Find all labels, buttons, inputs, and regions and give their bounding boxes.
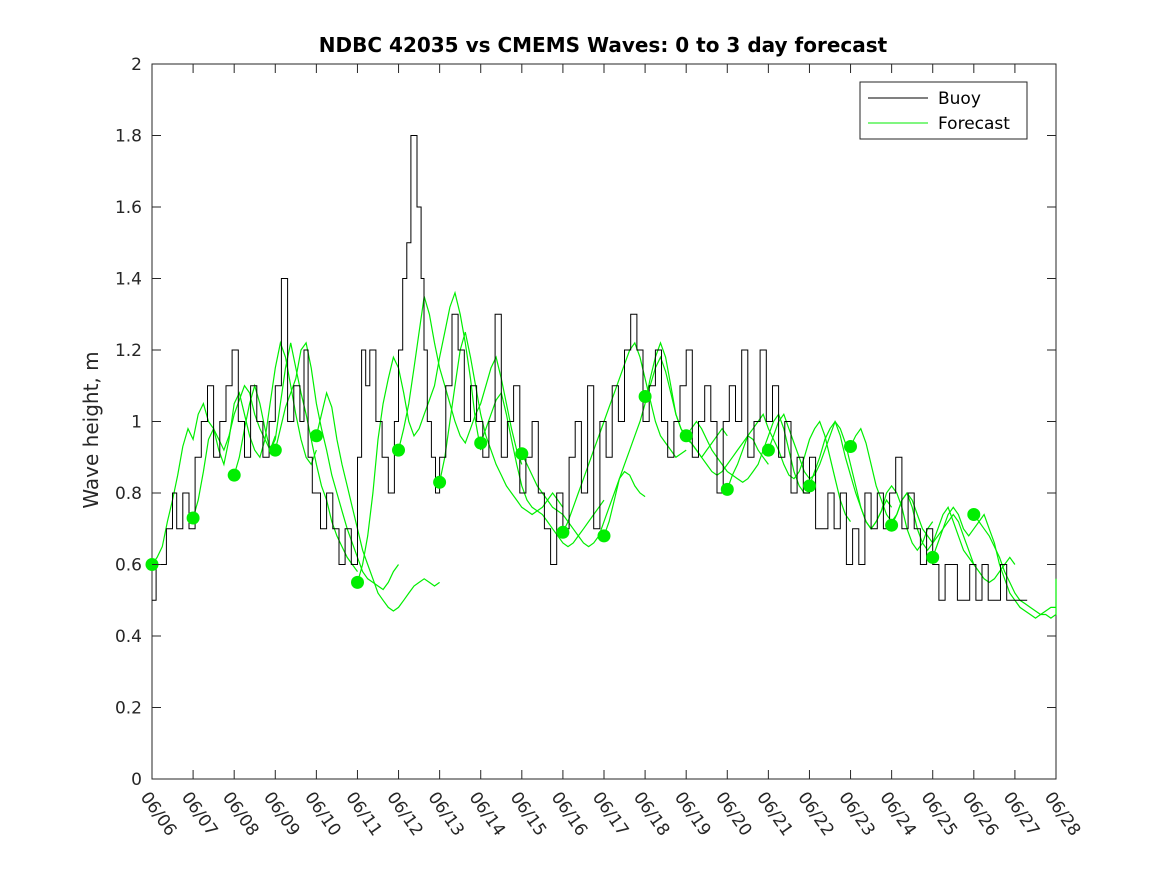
forecast-init-point [967, 508, 981, 521]
forecast-init-point [679, 429, 693, 443]
y-tick-label: 1 [131, 413, 142, 433]
y-tick-label: 0.4 [115, 627, 142, 647]
forecast-init-points [145, 390, 981, 589]
y-tick-label: 0.2 [115, 699, 142, 719]
forecast-init-point [926, 550, 940, 564]
legend: Buoy Forecast [859, 81, 1028, 140]
forecast-init-point [761, 443, 775, 457]
y-axis: 0 0.2 0.4 0.6 0.8 1 1.2 1.4 1.6 1.8 2 [115, 55, 1056, 790]
forecast-init-point [720, 482, 734, 496]
y-tick-label: 1.2 [115, 341, 142, 361]
forecast-run-line-18 [891, 491, 1016, 584]
forecast-init-point [351, 575, 364, 589]
forecast-run-line-5 [356, 290, 482, 583]
forecast-init-point [474, 436, 488, 450]
y-tick-label: 0.8 [115, 484, 142, 504]
forecast-init-point [227, 468, 241, 482]
y-tick-label: 1.8 [115, 127, 142, 147]
legend-forecast-label: Forecast [938, 114, 1010, 134]
y-tick-label: 0 [131, 770, 142, 790]
forecast-init-point [638, 390, 652, 403]
forecast-run-line-11 [603, 341, 728, 537]
forecast-run-line-20 [973, 514, 1057, 619]
forecast-run-line-19 [932, 506, 1056, 619]
forecast-init-point [515, 447, 529, 461]
buoy-series [152, 135, 1028, 601]
forecast-init-point [885, 518, 899, 532]
y-tick-label: 0.6 [115, 556, 142, 576]
forecast-init-point [556, 525, 570, 539]
y-tick-label: 1.6 [115, 198, 142, 218]
forecast-init-point [309, 429, 323, 443]
forecast-series [151, 290, 1057, 619]
forecast-run-line-3 [274, 341, 399, 591]
forecast-run-line-13 [685, 413, 810, 494]
chart-title: NDBC 42035 vs CMEMS Waves: 0 to 3 day fo… [319, 33, 888, 57]
forecast-run-line-17 [849, 427, 975, 565]
y-tick-label: 2 [131, 55, 142, 75]
legend-box [859, 81, 1028, 140]
forecast-init-point [597, 529, 611, 543]
forecast-init-point [844, 440, 857, 453]
forecast-init-point [433, 475, 447, 489]
buoy-line [152, 135, 1028, 601]
y-axis-label: Wave height, m [79, 351, 103, 508]
forecast-init-point [186, 511, 200, 525]
y-tick-label: 1.4 [115, 270, 142, 290]
plot-area: 06/0606/0706/0806/0906/1006/1106/1206/13… [115, 55, 1084, 840]
forecast-init-point [392, 443, 405, 457]
legend-buoy-label: Buoy [938, 89, 981, 109]
forecast-init-point [268, 443, 282, 457]
forecast-init-point [803, 479, 816, 493]
forecast-run-line-4 [315, 390, 440, 612]
